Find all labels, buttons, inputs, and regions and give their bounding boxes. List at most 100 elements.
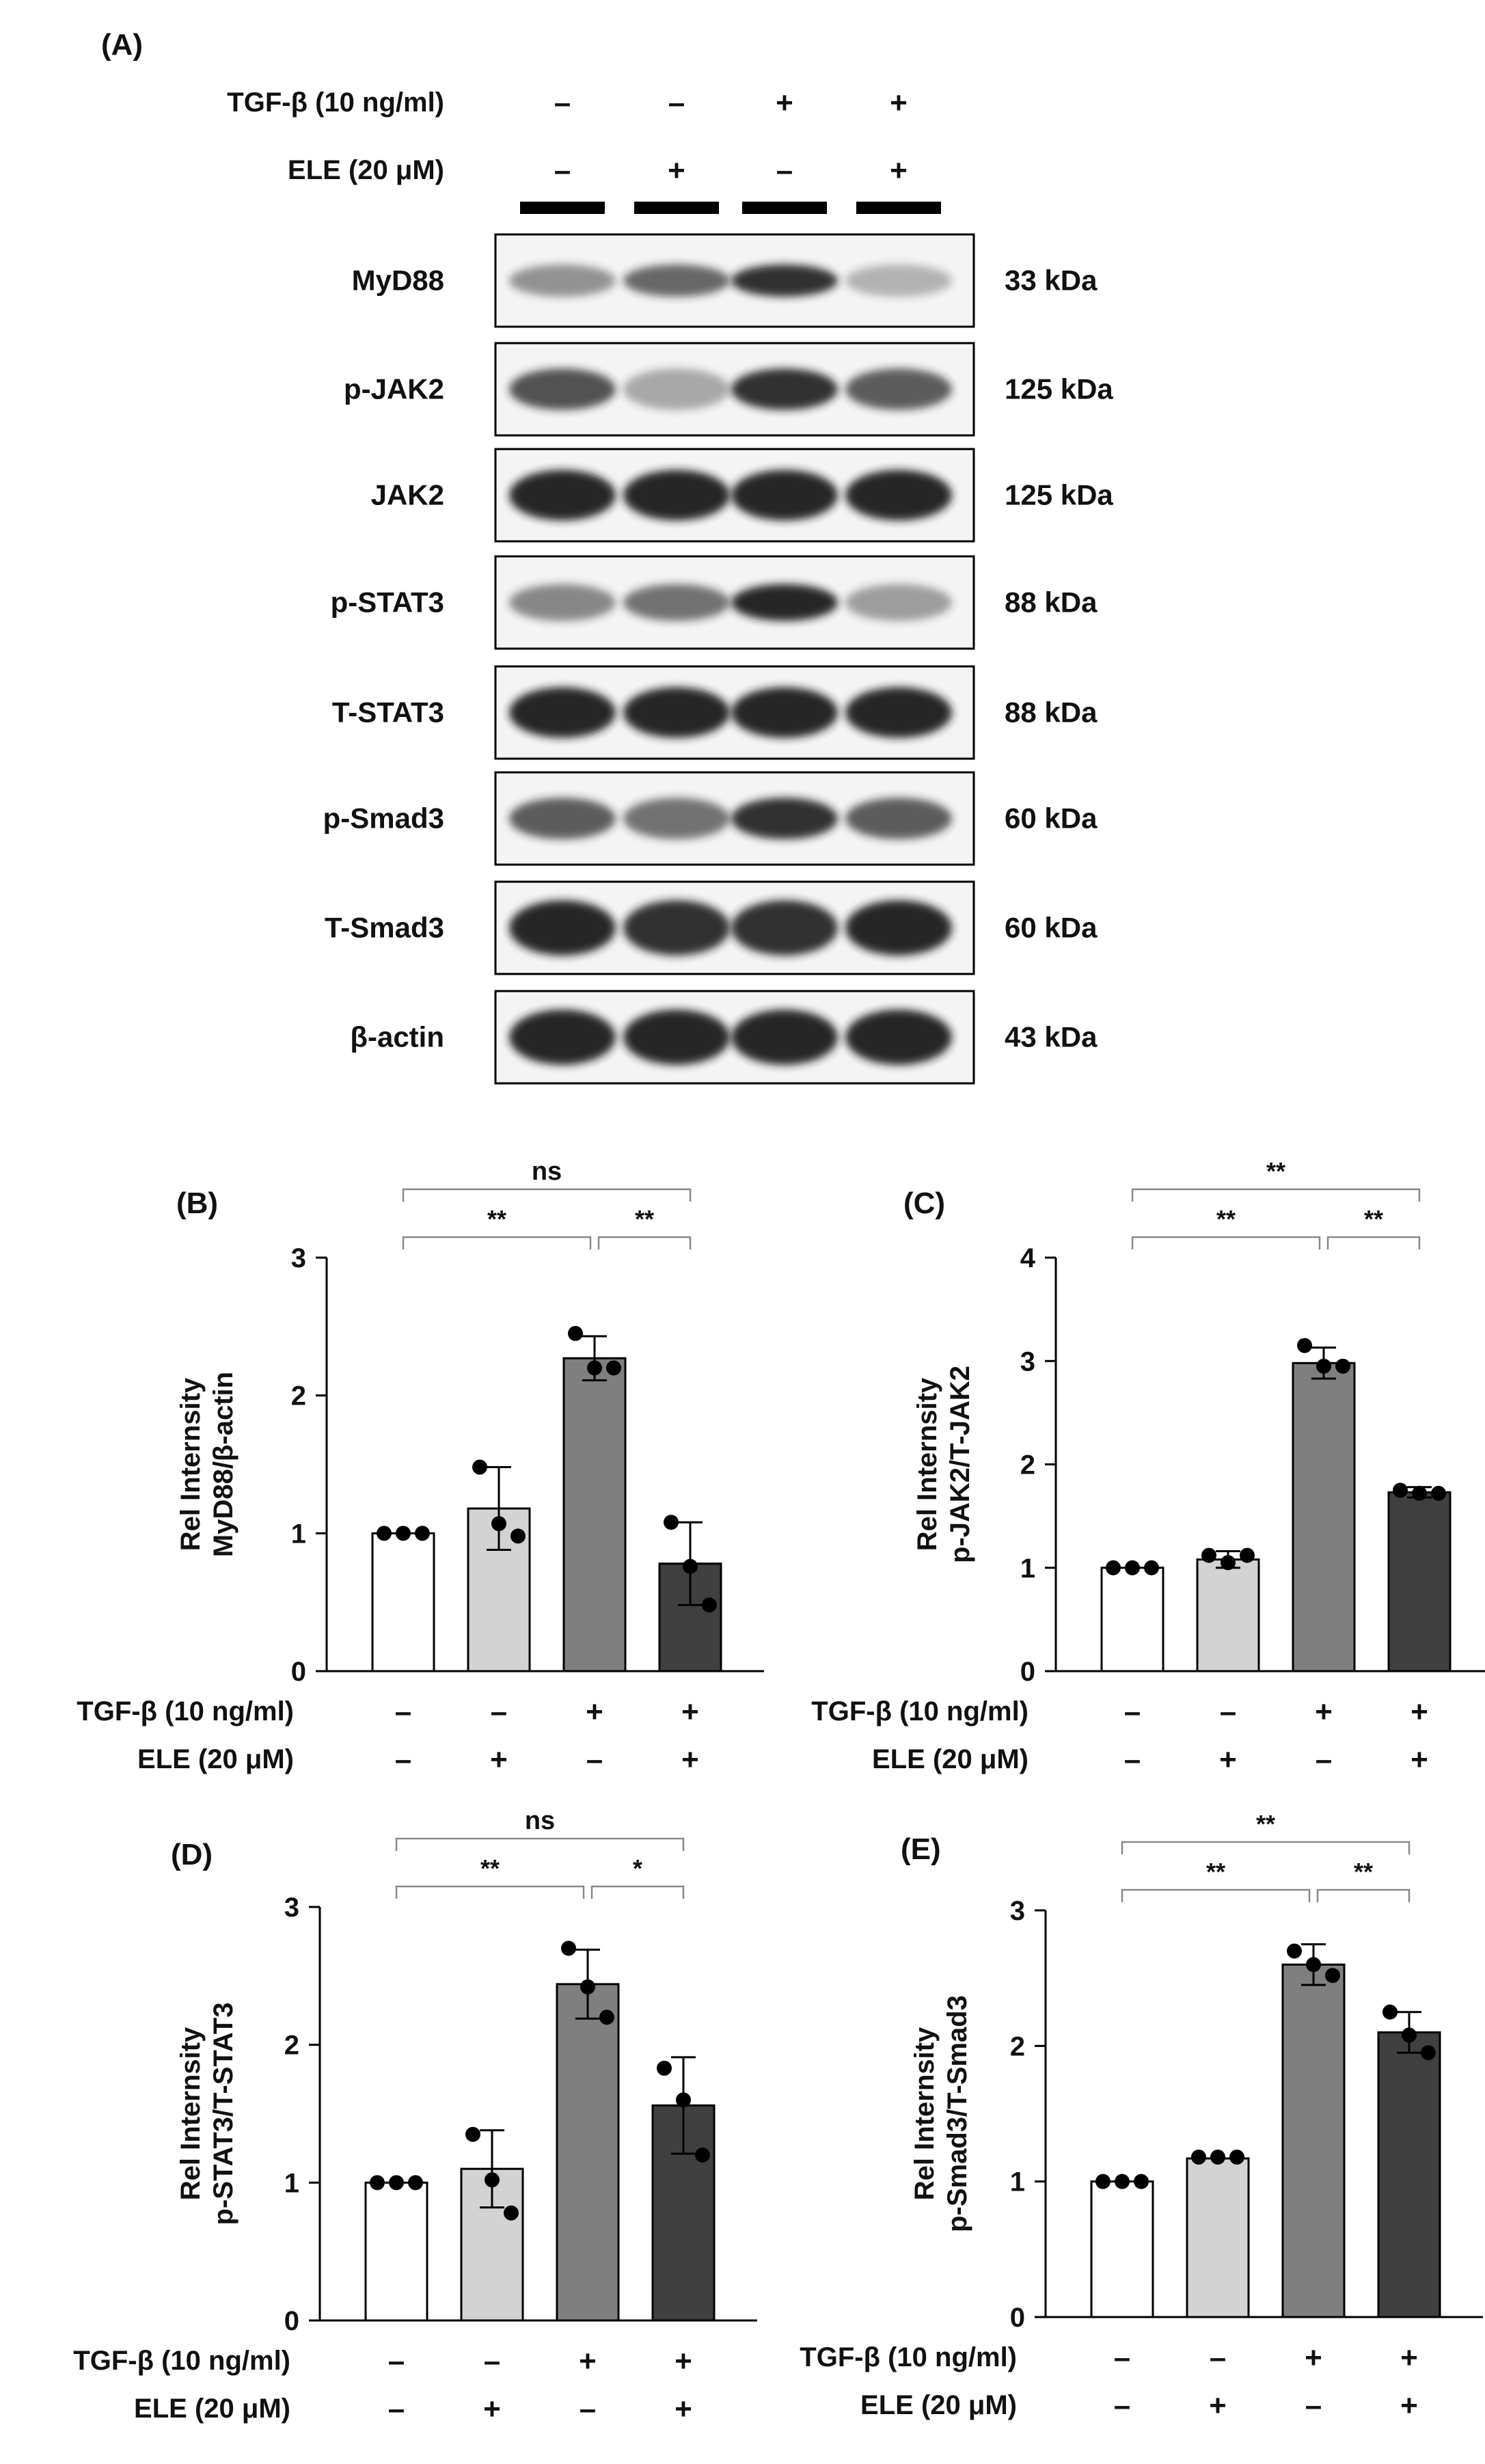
blot-protein-label: MyD88 (352, 265, 444, 297)
protein-band (623, 1010, 730, 1065)
significance-label: ns (525, 1806, 555, 1835)
blot-size-label: 88 kDa (1005, 586, 1098, 619)
data-point (1382, 2004, 1398, 2020)
panel-a-condition-label: TGF-β (10 ng/ml) (227, 87, 444, 118)
protein-band (623, 687, 730, 738)
condition-label: TGF-β (10 ng/ml) (800, 2342, 1017, 2372)
bar (1090, 2180, 1154, 2318)
y-tick-label: 1 (291, 1519, 306, 1549)
data-point (676, 2092, 691, 2108)
bar (1100, 1567, 1164, 1673)
bar (364, 2181, 428, 2322)
significance-bracket (395, 1837, 685, 1851)
data-point (1335, 1358, 1350, 1374)
y-tick-label: 3 (1020, 1346, 1035, 1377)
data-point (1325, 1968, 1340, 1984)
y-axis-label: Rel Internsity (176, 1377, 206, 1551)
significance-label: ** (1206, 1858, 1225, 1886)
y-axis-label: MyD88/β-actin (208, 1372, 239, 1557)
data-point (1210, 2149, 1225, 2165)
data-point (1095, 2174, 1111, 2189)
protein-band (623, 470, 730, 521)
protein-band (623, 264, 730, 297)
blot-protein-label: p-STAT3 (331, 586, 444, 619)
condition-label: ELE (20 μM) (137, 1744, 294, 1774)
data-point (1316, 1358, 1331, 1374)
protein-band (731, 584, 838, 621)
data-point (657, 2060, 672, 2076)
y-tick-label: 2 (291, 1381, 306, 1411)
bar (1387, 1491, 1452, 1673)
data-point (510, 1528, 526, 1544)
data-point (1115, 2174, 1130, 2189)
data-point (1191, 2149, 1206, 2165)
condition-sign: – (388, 2344, 405, 2378)
protein-band (845, 470, 952, 521)
panel-a-condition-sign: + (776, 86, 793, 120)
significance-bracket (590, 1885, 685, 1899)
blot-row (494, 233, 975, 328)
blot-size-label: 43 kDa (1005, 1021, 1098, 1053)
y-tick-label: 1 (1020, 1554, 1035, 1584)
panel-tag: (E) (901, 1832, 941, 1866)
significance-bracket (597, 1236, 692, 1249)
bar (1281, 1963, 1346, 2318)
data-point (702, 1597, 717, 1613)
protein-band (509, 1010, 616, 1065)
blot-row (494, 342, 975, 437)
significance-label: ** (635, 1205, 654, 1233)
y-tick-label: 0 (291, 1657, 306, 1687)
protein-band (731, 1010, 838, 1065)
data-point (683, 1558, 698, 1574)
blot-protein-label: p-JAK2 (344, 373, 444, 405)
data-point (1306, 1957, 1321, 1973)
protein-band (623, 584, 730, 621)
condition-label: ELE (20 μM) (860, 2390, 1017, 2420)
blot-row (494, 880, 975, 975)
significance-label: ** (1364, 1205, 1383, 1233)
bar (562, 1357, 627, 1673)
protein-band (509, 687, 616, 738)
condition-sign: – (1305, 2389, 1322, 2422)
lane-marker-bar (742, 202, 827, 214)
condition-sign: + (483, 2392, 501, 2426)
protein-band (509, 900, 616, 956)
panel-a-condition-sign: – (668, 86, 685, 120)
condition-label: TGF-β (10 ng/ml) (811, 1696, 1028, 1727)
bar (1377, 2031, 1441, 2318)
data-point (580, 1979, 595, 1994)
condition-sign: – (1220, 1695, 1236, 1729)
condition-sign: – (491, 1695, 507, 1729)
data-point (1402, 2027, 1417, 2043)
data-point (1201, 1547, 1216, 1563)
data-point (1106, 1560, 1121, 1575)
significance-label: ** (1354, 1858, 1373, 1886)
panel-tag: (B) (176, 1187, 218, 1220)
data-point (1297, 1338, 1312, 1353)
data-point (465, 2126, 480, 2142)
panel-a-condition-sign: + (890, 86, 908, 120)
significance-label: ** (1216, 1205, 1236, 1233)
condition-sign: + (681, 1695, 699, 1729)
blot-size-label: 125 kDa (1005, 373, 1113, 405)
significance-label: ** (1256, 1810, 1275, 1838)
condition-sign: + (675, 2392, 692, 2426)
panel-tag: (D) (171, 1838, 213, 1871)
y-axis-label: p-Smad3/T-Smad3 (942, 1995, 972, 2232)
data-point (472, 1459, 487, 1475)
significance-bracket (1121, 1841, 1411, 1854)
condition-label: ELE (20 μM) (872, 1744, 1028, 1774)
significance-bracket (402, 1188, 692, 1202)
condition-sign: + (1219, 1743, 1237, 1776)
condition-sign: – (1114, 2389, 1130, 2422)
y-tick-label: 2 (284, 2031, 299, 2061)
blot-size-label: 33 kDa (1005, 265, 1098, 297)
protein-band (509, 264, 616, 297)
data-point (485, 2172, 500, 2188)
y-tick-label: 1 (1010, 2167, 1025, 2197)
data-point (587, 1360, 602, 1376)
condition-sign: + (1209, 2389, 1227, 2422)
panel-tag: (C) (903, 1187, 945, 1220)
condition-sign: – (395, 1743, 411, 1776)
